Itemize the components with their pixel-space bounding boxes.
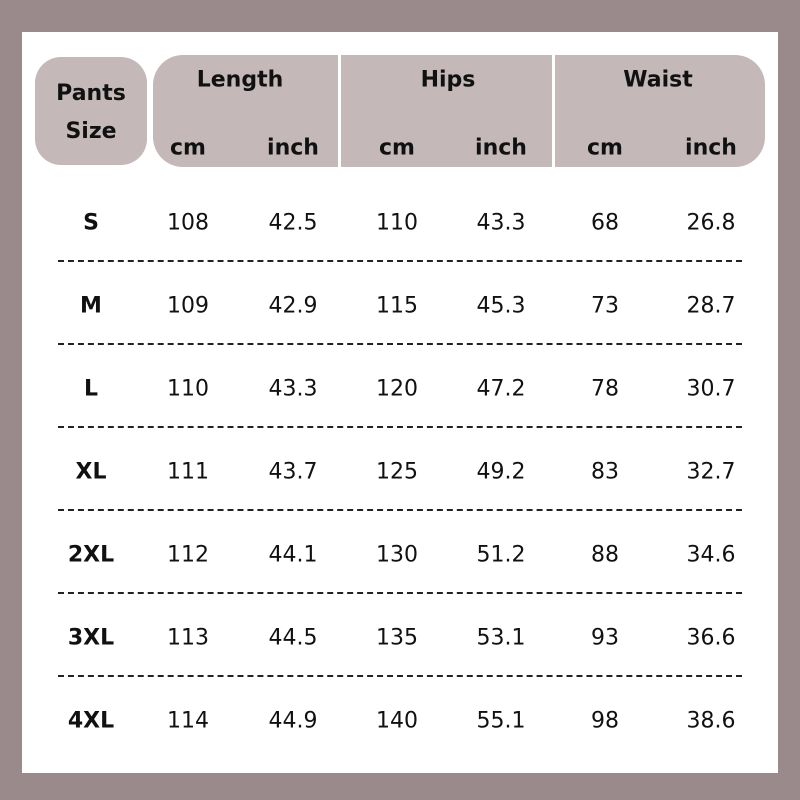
cell-value: 34.6: [686, 542, 736, 568]
group-header: Length: [196, 67, 284, 93]
cell-value: 114: [167, 708, 209, 734]
cell-value: 32.7: [686, 459, 736, 485]
cell-value: 38.6: [686, 708, 736, 734]
cell-value: 120: [376, 376, 418, 402]
cell-value: 113: [167, 625, 209, 651]
cell-value: 49.2: [476, 459, 526, 485]
row-separator: [58, 343, 742, 345]
size-label: L: [83, 376, 99, 402]
cell-value: 55.1: [476, 708, 526, 734]
cell-value: 36.6: [686, 625, 736, 651]
cell-value: 108: [167, 210, 209, 236]
cell-value: 44.1: [268, 542, 318, 568]
cell-value: 83: [591, 459, 619, 485]
cell-value: 42.5: [268, 210, 318, 236]
unit-header: inch: [685, 135, 737, 161]
cell-value: 30.7: [686, 376, 736, 402]
cell-value: 43.3: [268, 376, 318, 402]
measure-header-box: [153, 55, 765, 167]
unit-header: inch: [475, 135, 527, 161]
cell-value: 98: [591, 708, 619, 734]
unit-header: cm: [170, 135, 206, 161]
cell-value: 112: [167, 542, 209, 568]
unit-header: inch: [267, 135, 319, 161]
cell-value: 110: [167, 376, 209, 402]
cell-value: 44.5: [268, 625, 318, 651]
cell-value: 111: [167, 459, 209, 485]
group-header: Hips: [420, 67, 476, 93]
row-separator: [58, 426, 742, 428]
size-label: 4XL: [67, 708, 115, 734]
size-label: 2XL: [67, 542, 115, 568]
unit-header: cm: [379, 135, 415, 161]
cell-value: 45.3: [476, 293, 526, 319]
cell-value: 73: [591, 293, 619, 319]
cell-value: 42.9: [268, 293, 318, 319]
cell-value: 44.9: [268, 708, 318, 734]
cell-value: 130: [376, 542, 418, 568]
header-divider: [338, 55, 341, 167]
cell-value: 47.2: [476, 376, 526, 402]
size-header-box: [35, 57, 147, 165]
cell-value: 110: [376, 210, 418, 236]
cell-value: 43.3: [476, 210, 526, 236]
cell-value: 88: [591, 542, 619, 568]
cell-value: 140: [376, 708, 418, 734]
cell-value: 78: [591, 376, 619, 402]
size-label: M: [80, 293, 102, 319]
size-label: XL: [75, 459, 107, 485]
cell-value: 26.8: [686, 210, 736, 236]
cell-value: 43.7: [268, 459, 318, 485]
cell-value: 93: [591, 625, 619, 651]
row-separator: [58, 509, 742, 511]
size-label: 3XL: [67, 625, 115, 651]
cell-value: 125: [376, 459, 418, 485]
group-header: Waist: [623, 67, 693, 93]
cell-value: 53.1: [476, 625, 526, 651]
cell-value: 28.7: [686, 293, 736, 319]
size-label: S: [83, 210, 99, 236]
row-separator: [58, 675, 742, 677]
cell-value: 109: [167, 293, 209, 319]
cell-value: 115: [376, 293, 418, 319]
unit-header: cm: [587, 135, 623, 161]
size-header: Pants Size: [56, 81, 126, 144]
row-separator: [58, 592, 742, 594]
header-divider: [552, 55, 555, 167]
row-separator: [58, 260, 742, 262]
cell-value: 68: [591, 210, 619, 236]
cell-value: 135: [376, 625, 418, 651]
cell-value: 51.2: [476, 542, 526, 568]
